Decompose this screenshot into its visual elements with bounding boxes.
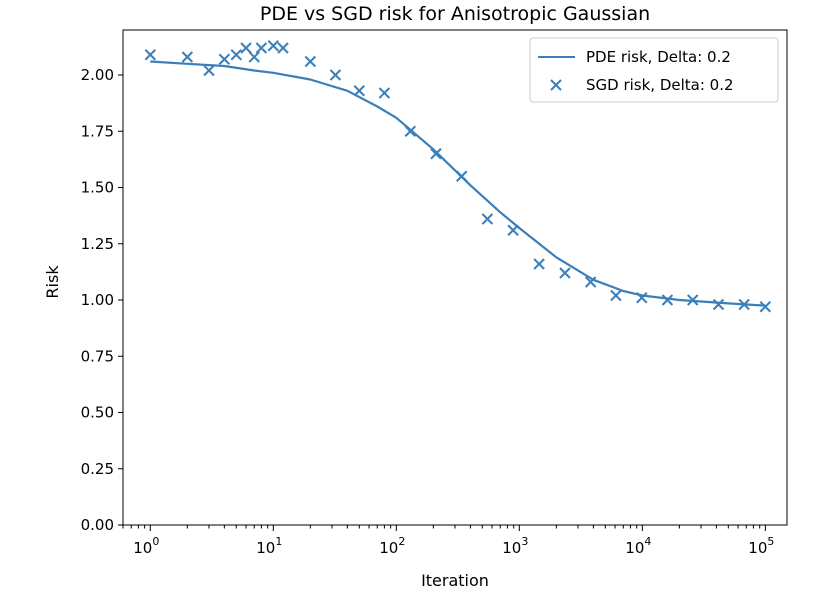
sgd-risk-marker [455, 170, 468, 182]
y-tick-label: 1.25 [81, 235, 114, 253]
sgd-risk-marker [144, 49, 156, 61]
marker-stroke [230, 49, 242, 61]
sgd-risk-marker [267, 40, 280, 52]
marker-stroke [738, 298, 750, 311]
legend-marker-icon [550, 79, 562, 91]
marker-stroke [661, 294, 674, 306]
sgd-risk-marker [181, 51, 194, 63]
legend-box [529, 37, 779, 103]
x-tick-base: 10 [379, 539, 398, 557]
x-axis-label: Iteration [421, 571, 489, 590]
sgd-risk-marker [661, 294, 674, 306]
marker-stroke [636, 292, 648, 304]
x-tick-exponent: 2 [398, 535, 405, 548]
sgd-risk-marker [304, 55, 317, 68]
y-axis-label: Risk [43, 265, 62, 299]
sgd-risk-marker [636, 292, 648, 304]
marker-stroke [240, 42, 252, 54]
marker-stroke [712, 298, 725, 311]
sgd-risk-marker [329, 69, 342, 81]
marker-stroke [455, 170, 468, 182]
marker-stroke [218, 53, 231, 65]
marker-stroke [687, 294, 699, 306]
marker-stroke [584, 276, 597, 288]
y-tick-label: 1.75 [81, 122, 114, 140]
marker-stroke [277, 42, 289, 54]
y-tick-label: 1.50 [81, 179, 114, 197]
sgd-risk-marker [712, 298, 725, 311]
legend-entry-pde: PDE risk, Delta: 0.2 [586, 48, 731, 66]
chart-title: PDE vs SGD risk for Anisotropic Gaussian [260, 3, 650, 25]
y-tick-label: 0.25 [81, 460, 114, 478]
x-tick-exponent: 4 [644, 535, 651, 548]
marker-stroke [533, 258, 545, 270]
sgd-risk-marker [255, 42, 268, 54]
marker-stroke [353, 85, 365, 97]
sgd-risk-marker [687, 294, 699, 306]
sgd-risk-marker [203, 64, 215, 77]
sgd-risk-marker [277, 42, 289, 54]
x-tick-label: 102 [379, 535, 405, 557]
legend: PDE risk, Delta: 0.2 SGD risk, Delta: 0.… [529, 37, 779, 103]
x-tick-label: 105 [748, 535, 774, 557]
sgd-risk-marker [584, 276, 597, 288]
sgd-risk-marker [353, 85, 365, 97]
y-tick-label: 0.00 [81, 516, 114, 534]
x-tick-base: 10 [748, 539, 767, 557]
sgd-risk-marker [230, 49, 242, 61]
sgd-risk-marker [759, 301, 772, 313]
marker-stroke [248, 51, 260, 63]
y-tick-label: 1.00 [81, 291, 114, 309]
sgd-risk-marker [533, 258, 545, 270]
x-tick-label: 100 [133, 535, 159, 557]
marker-stroke [559, 267, 571, 279]
marker-stroke [181, 51, 194, 63]
marker-stroke [507, 224, 519, 236]
sgd-risk-marker [610, 289, 622, 302]
y-tick-label: 2.00 [81, 66, 114, 84]
sgd-risk-marker [404, 125, 417, 137]
marker-stroke [203, 64, 215, 77]
legend-entry-sgd: SGD risk, Delta: 0.2 [586, 76, 734, 94]
x-tick-base: 10 [256, 539, 275, 557]
legend-marker-stroke [550, 79, 562, 91]
x-tick-exponent: 0 [152, 535, 159, 548]
sgd-risk-marker [507, 224, 519, 236]
marker-stroke [378, 87, 391, 99]
marker-stroke [255, 42, 268, 54]
x-tick-exponent: 3 [521, 535, 528, 548]
sgd-risk-marker [240, 42, 252, 54]
x-tick-base: 10 [625, 539, 644, 557]
marker-stroke [267, 40, 280, 52]
plot-frame [122, 29, 788, 526]
marker-stroke [144, 49, 156, 61]
sgd-risk-marker [559, 267, 571, 279]
sgd-risk-marker [481, 213, 494, 225]
x-tick-base: 10 [502, 539, 521, 557]
sgd-risk-marker [218, 53, 231, 65]
marker-stroke [329, 69, 342, 81]
y-tick-label: 0.50 [81, 404, 114, 422]
x-tick-label: 104 [625, 535, 651, 557]
x-tick-label: 103 [502, 535, 528, 557]
sgd-risk-marker [430, 148, 442, 160]
marker-stroke [759, 301, 772, 313]
marker-stroke [610, 289, 622, 302]
x-tick-exponent: 1 [275, 535, 282, 548]
sgd-risk-marker [248, 51, 260, 63]
marker-stroke [404, 125, 417, 137]
sgd-risk-marker [738, 298, 750, 311]
marker-stroke [481, 213, 494, 225]
x-tick-base: 10 [133, 539, 152, 557]
y-tick-label: 0.75 [81, 347, 114, 365]
marker-stroke [304, 55, 317, 68]
x-tick-exponent: 5 [767, 535, 774, 548]
marker-stroke [430, 148, 442, 160]
x-tick-label: 101 [256, 535, 282, 557]
sgd-risk-marker [378, 87, 391, 99]
series-layer [144, 40, 772, 313]
